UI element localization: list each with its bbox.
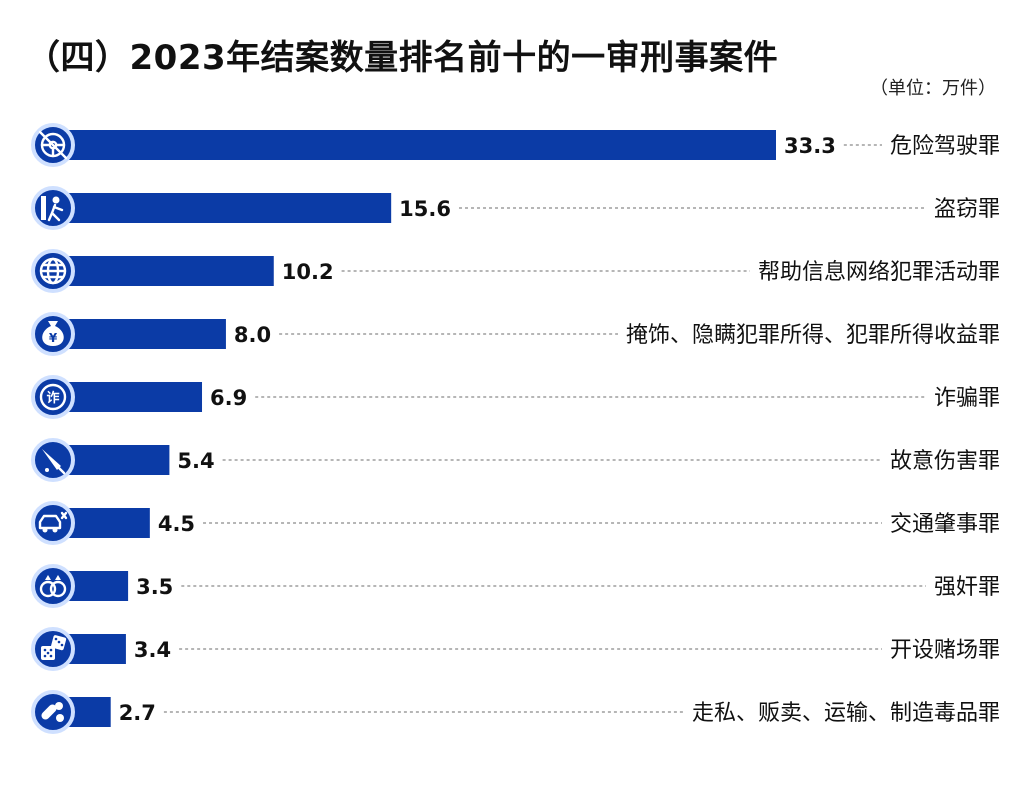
thief-icon — [31, 186, 75, 230]
bar — [52, 382, 203, 412]
bar-row: 2.7 走私、贩卖、运输、制造毒品罪 — [31, 690, 1000, 734]
bar-row: 10.2 帮助信息网络犯罪活动罪 — [31, 249, 1000, 293]
fraud-badge-icon: 诈 — [31, 375, 75, 419]
category-label: 开设赌场罪 — [890, 638, 1000, 663]
money-bag-icon-symbol: ¥ — [49, 331, 58, 345]
category-label: 故意伤害罪 — [890, 449, 1000, 474]
bar-row: 3.4 开设赌场罪 — [31, 627, 1000, 671]
dice-icon — [31, 627, 75, 671]
value-label: 3.5 — [136, 575, 173, 599]
pills-icon — [31, 690, 75, 734]
category-label: 帮助信息网络犯罪活动罪 — [758, 260, 1000, 285]
fraud-badge-icon-text: 诈 — [46, 390, 59, 406]
category-label: 走私、贩卖、运输、制造毒品罪 — [692, 701, 1000, 726]
chart-title: （四）2023年结案数量排名前十的一审刑事案件 — [26, 38, 779, 78]
value-label: 15.6 — [399, 197, 451, 221]
category-label: 交通肇事罪 — [890, 512, 1000, 537]
globe-icon — [31, 249, 75, 293]
bar — [52, 130, 776, 160]
value-label: 10.2 — [282, 260, 334, 284]
rings-icon — [31, 564, 75, 608]
bar — [52, 319, 226, 349]
category-label: 强奸罪 — [934, 575, 1000, 600]
bar-row: 15.6 盗窃罪 — [31, 186, 1000, 230]
category-label: 危险驾驶罪 — [890, 134, 1000, 159]
category-label: 盗窃罪 — [934, 197, 1000, 222]
bar — [52, 193, 392, 223]
bar-row: 5.4 故意伤害罪 — [31, 438, 1000, 482]
unit-label: （单位：万件） — [870, 78, 996, 99]
bar-row: 诈 6.9 诈骗罪 — [31, 375, 1000, 419]
value-label: 6.9 — [210, 386, 247, 410]
bar-row: 3.5 强奸罪 — [31, 564, 1000, 608]
value-label: 2.7 — [119, 701, 156, 725]
bar-row: 33.3 危险驾驶罪 — [31, 123, 1000, 167]
category-label: 诈骗罪 — [934, 386, 1000, 411]
knife-icon — [31, 438, 75, 482]
bar — [52, 256, 274, 286]
value-label: 8.0 — [234, 323, 271, 347]
value-label: 4.5 — [158, 512, 195, 536]
car-crash-icon — [31, 501, 75, 545]
value-label: 33.3 — [784, 134, 836, 158]
bar-row: 4.5 交通肇事罪 — [31, 501, 1000, 545]
value-label: 3.4 — [134, 638, 171, 662]
bar-row: ¥8.0 掩饰、隐瞒犯罪所得、犯罪所得收益罪 — [31, 312, 1000, 356]
value-label: 5.4 — [177, 449, 214, 473]
money-bag-icon: ¥ — [31, 312, 75, 356]
category-label: 掩饰、隐瞒犯罪所得、犯罪所得收益罪 — [626, 323, 1000, 348]
steering-wheel-icon — [31, 123, 75, 167]
